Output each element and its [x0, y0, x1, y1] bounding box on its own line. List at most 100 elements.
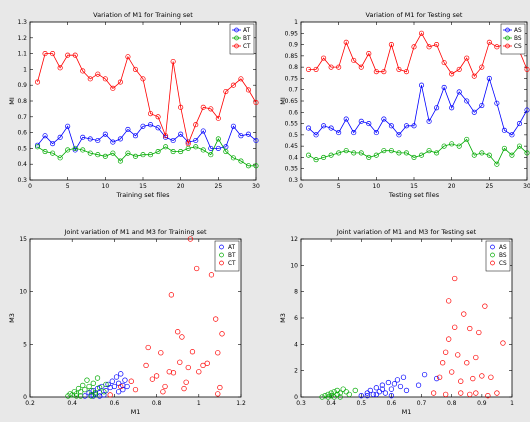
data-point [163, 133, 169, 139]
data-point [181, 385, 187, 392]
x-tick-label: 15 [410, 183, 418, 190]
data-point [238, 158, 244, 164]
data-point [509, 152, 515, 158]
chart-1: Variation of M1 for Training set Training… [8, 11, 260, 199]
x-tick-label: 15 [139, 183, 147, 190]
data-point [110, 139, 116, 145]
y-tick-label: 0.45 [285, 143, 299, 150]
series-CT [34, 51, 259, 147]
data-point [124, 383, 130, 390]
y-tick-label: 0.95 [285, 30, 299, 37]
y-tick-label: 2 [294, 368, 298, 375]
data-point [223, 88, 229, 95]
data-point [488, 374, 494, 380]
y-tick-label: 0.5 [17, 145, 27, 152]
data-point [42, 149, 48, 155]
data-point [80, 382, 86, 389]
y-axis-label: M3 [8, 313, 16, 323]
data-point [343, 39, 349, 45]
data-point [373, 391, 380, 398]
legend-marker [490, 260, 495, 266]
data-point [57, 155, 63, 161]
y-tick-label: 15 [19, 236, 27, 243]
data-point [140, 123, 146, 129]
data-point [118, 383, 124, 390]
data-point [336, 150, 342, 156]
data-point [96, 384, 103, 391]
x-tick-label: 0.5 [357, 400, 367, 407]
legend-label: AS [499, 245, 507, 251]
data-point [434, 150, 440, 156]
data-point [230, 155, 236, 161]
data-point [80, 68, 86, 74]
data-point [473, 354, 479, 361]
data-point [215, 145, 221, 151]
x-tick-label: 0.6 [387, 400, 397, 407]
data-point [200, 147, 206, 153]
data-point [34, 142, 41, 148]
data-point [193, 144, 199, 150]
data-point [415, 382, 422, 388]
series-line [37, 124, 257, 151]
data-point [373, 152, 379, 158]
data-point [411, 154, 417, 160]
data-point [403, 150, 410, 156]
legend-label: AT [243, 28, 251, 34]
data-point [147, 111, 154, 117]
legend-marker [505, 35, 510, 41]
data-point [437, 374, 443, 380]
data-point [494, 44, 500, 50]
y-tick-label: 1.3 [17, 19, 27, 26]
y-tick-label: 0.8 [17, 98, 27, 105]
y-tick-label: 0.4 [288, 154, 298, 161]
data-point [219, 331, 225, 337]
y-tick-label: 0.85 [285, 53, 299, 60]
data-point [175, 329, 181, 335]
data-point [388, 42, 394, 48]
data-point [524, 107, 530, 113]
data-point [113, 374, 120, 380]
data-point [73, 391, 80, 397]
x-tick-label: 0.2 [25, 400, 35, 407]
data-point [358, 150, 364, 156]
x-tick-label: 0.8 [152, 400, 162, 407]
data-point [449, 369, 455, 375]
data-point [72, 52, 78, 58]
data-point [331, 394, 337, 400]
y-tick-label: 8 [294, 289, 298, 296]
data-point [328, 390, 334, 396]
data-point [500, 340, 506, 346]
data-point [328, 64, 334, 70]
legend-box [500, 23, 526, 55]
data-point [321, 123, 327, 129]
data-point [253, 163, 259, 169]
x-tick-label: 0.6 [110, 400, 120, 407]
legend-label: CT [228, 261, 236, 267]
data-point [443, 391, 449, 398]
data-point [479, 150, 485, 156]
data-point [125, 150, 131, 156]
plot-area [29, 21, 257, 181]
data-point [110, 150, 116, 156]
legend-marker [234, 35, 239, 41]
legend-label: CS [499, 261, 507, 267]
data-point [90, 380, 96, 386]
legend-marker [219, 252, 224, 258]
data-point [418, 152, 425, 158]
x-axis-label: Training set files [116, 191, 171, 199]
legend-box [229, 23, 255, 55]
data-point [449, 141, 455, 147]
legend-marker [490, 244, 495, 250]
x-tick-label: 0.8 [447, 400, 457, 407]
data-point [245, 87, 252, 93]
data-point [441, 143, 447, 149]
data-point [388, 148, 394, 154]
data-point [230, 82, 236, 88]
x-tick-label: 0.3 [296, 400, 306, 407]
data-point [87, 76, 93, 82]
legend-label: CT [243, 44, 251, 50]
data-point [215, 115, 221, 121]
data-point [313, 66, 319, 72]
plot-area [300, 21, 528, 181]
data-point [319, 394, 325, 400]
